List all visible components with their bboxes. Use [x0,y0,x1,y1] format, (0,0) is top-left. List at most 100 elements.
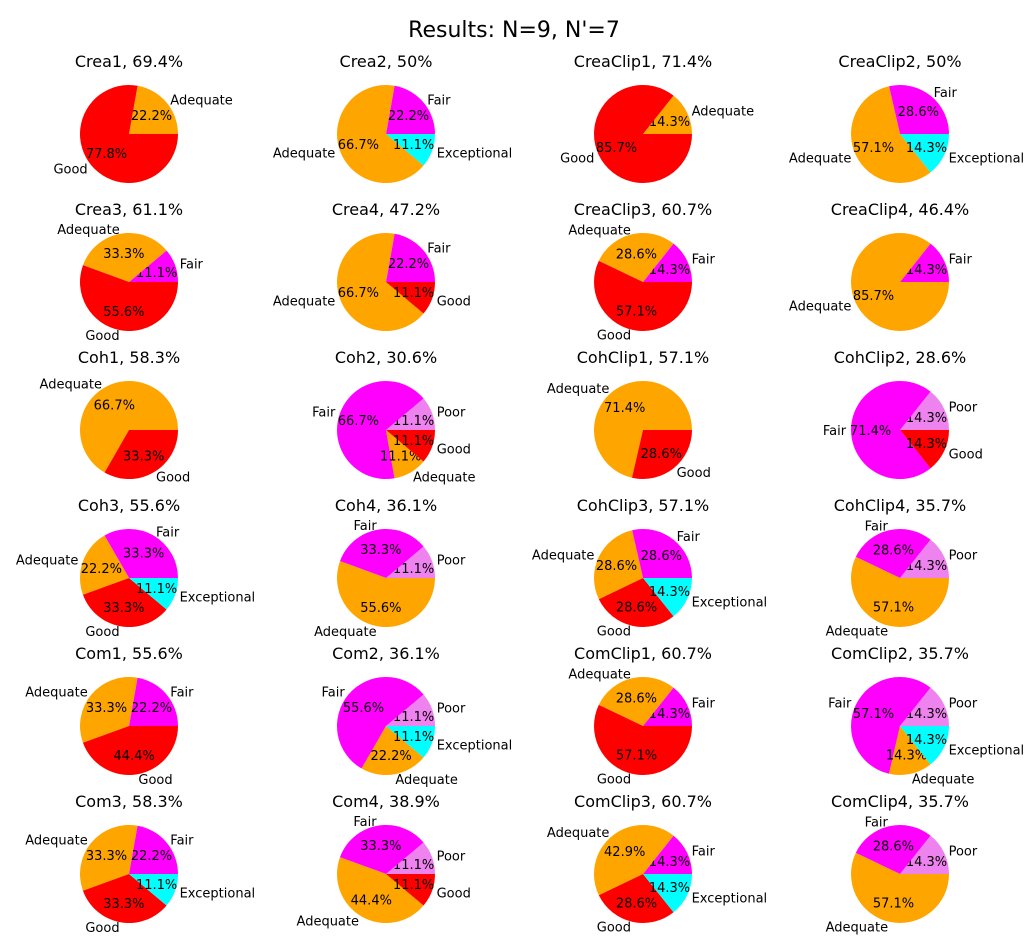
slice-percent: 28.6% [898,105,939,120]
slice-percent: 33.3% [360,543,401,558]
slice-percent: 14.3% [906,141,947,156]
slice-label: Fair [823,424,847,439]
slice-label: Good [677,466,711,481]
slice-label: Fair [828,697,852,712]
slice-percent: 11.1% [136,582,177,597]
slice-percent: 11.1% [393,562,434,577]
pie-slice-exceptional [129,874,178,906]
pie-com1: Com1, 55.6% 22.2%Fair 33.3%Adequate 44.4% Go… [25,644,194,788]
pie-title: CreaClip2, 50% [838,52,961,71]
slice-percent: 28.6% [616,691,657,706]
pie-cohclip3: CohClip3, 57.1%28.6%Fair28.6%Adequate28.… [532,496,767,640]
pie-slice-good [386,874,435,906]
pies-container: Crea1, 69.4%22.2%Adequate77.8%GoodCrea2,… [16,52,1024,936]
pie-crea1: Crea1, 69.4% 22.2%Adequate 77.8%Good [53,52,233,184]
pie-slice-poor [900,687,949,726]
pie-coh2: Coh2, 30.6%11.1%Poor66.7%Fair11.1%Adequa… [312,348,475,486]
pie-slice-good [82,578,167,628]
slice-percent: 55.6% [103,305,144,320]
slice-percent: 33.3% [123,449,164,464]
pie-slice-adequate [386,430,424,479]
slice-label: Adequate [395,773,457,788]
slice-percent: 22.2% [131,109,172,124]
pie-slice-fair [337,677,424,769]
slice-label: Adequate [314,625,376,640]
slice-percent: 22.2% [388,109,429,124]
pie-slice-adequate [336,85,424,184]
slice-label: Adequate [40,377,102,392]
pie-crea4: Crea4, 47.2% 22.2%Fair 66.7%Adequate 11.1%G… [273,200,471,332]
slice-percent: 11.1% [393,858,434,873]
pie-slice-fair [855,824,931,874]
slice-label: Good [597,329,631,344]
pie-title: Com1, 55.6% [75,644,183,663]
slice-label: Adequate [692,105,754,120]
pie-title: CohClip4, 35.7% [834,496,967,515]
slice-percent: 77.8% [86,147,127,162]
pie-slice-good [594,704,693,776]
slice-label: Good [138,773,172,788]
slice-percent: 71.4% [850,424,891,439]
slice-percent: 14.3% [906,263,947,278]
slice-label: Adequate [273,294,335,309]
slice-percent: 57.1% [853,141,894,156]
pie-slice-good [386,430,435,462]
slice-label: Adequate [826,921,888,936]
pie-slice-adequate [80,676,138,743]
pie-slice-fair [104,528,178,578]
slice-percent: 11.1% [136,878,177,893]
pie-slice-exceptional [643,874,692,913]
pie-slice-fair [386,233,435,282]
slice-label: Poor [949,401,978,416]
pie-title: CohClip2, 28.6% [834,348,967,367]
pie-slice-good [598,874,674,924]
pie-slice-poor [386,398,435,430]
pie-slice-adequate [593,530,643,600]
slice-percent: 14.3% [906,437,947,452]
pie-slice-adequate [337,561,435,627]
slice-label: Adequate [789,299,851,314]
pie-slice-poor [900,391,949,430]
slice-label: Exceptional [949,151,1025,166]
slice-label: Fair [692,253,716,268]
slice-percent: 44.4% [351,894,392,909]
pie-slice-fair [851,676,931,774]
pie-coh3: Coh3, 55.6% 33.3% Fair 22.2%Adequate 33.3% Go… [16,496,255,640]
pie-slice-adequate [851,86,931,184]
slice-percent: 57.1% [873,897,914,912]
pie-title: CohClip1, 57.1% [577,348,710,367]
pie-creaclip4: CreaClip4, 46.4% 14.3%Fair 85.7%Adequate [789,200,972,331]
slice-label: Good [437,886,471,901]
slice-percent: 33.3% [123,547,164,562]
slice-label: Adequate [273,146,335,161]
slice-label: Good [156,471,190,486]
slice-label: Fair [865,816,889,831]
pie-creaclip2: CreaClip2, 50% 28.6% Fair 57.1%Adequate 14.3… [789,52,1025,184]
slice-label: Fair [865,520,889,535]
pie-coh1: Coh1, 58.3% 66.7% Adequate 33.3% Good [40,348,191,486]
slice-percent: 66.7% [94,399,135,414]
pie-title: ComClip1, 60.7% [574,644,712,663]
pie-slice-fair [643,687,693,726]
slice-percent: 14.3% [906,733,947,748]
slice-label: Adequate [912,773,974,788]
slice-label: Adequate [789,151,851,166]
pie-comclip4: ComClip4, 35.7% 14.3%Poor 28.6% Fair 57.1% Ad… [826,792,978,936]
slice-label: Adequate [297,915,359,930]
slice-label: Adequate [547,382,609,397]
pie-cohclip2: CohClip2, 28.6%14.3%Poor71.4%Fair14.3%Go… [823,348,983,479]
slice-percent: 14.3% [649,855,690,870]
slice-label: Fair [427,241,451,256]
pie-slice-adequate [336,233,424,332]
pie-slice-good [594,260,693,332]
slice-label: Poor [437,702,466,717]
pie-title: Crea3, 61.1% [75,200,183,219]
pie-slice-good [104,430,178,480]
pie-slice-adequate [80,535,129,595]
slice-percent: 11.1% [393,730,434,745]
pie-slice-good [598,578,674,628]
slice-label: Poor [437,554,466,569]
slice-percent: 28.6% [873,543,914,558]
pie-slice-poor [900,835,949,874]
pie-com3: Com3, 58.3%22.2%Fair33.3%Adequate33.3%Go… [25,792,255,936]
